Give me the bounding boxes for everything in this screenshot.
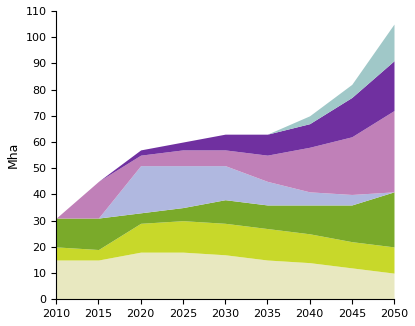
Y-axis label: Mha: Mha [7,142,20,168]
